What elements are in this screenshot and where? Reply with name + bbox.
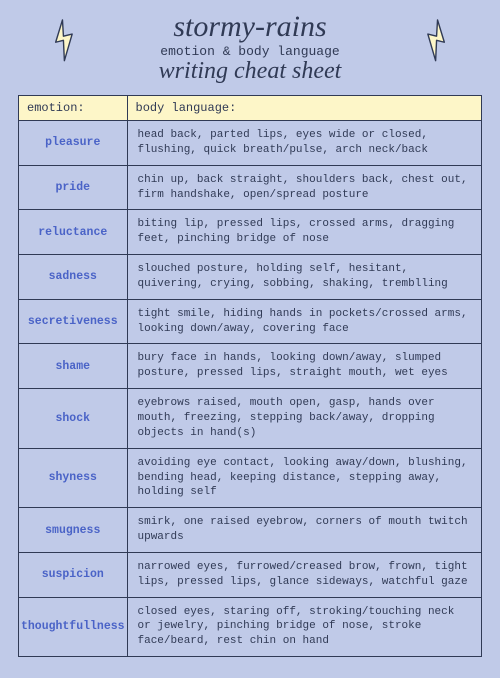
emotion-cell: pleasure	[19, 121, 127, 166]
table-row: shamebury face in hands, looking down/aw…	[19, 344, 481, 389]
table-row: pleasurehead back, parted lips, eyes wid…	[19, 121, 481, 166]
table-row: smugnesssmirk, one raised eyebrow, corne…	[19, 508, 481, 553]
description-cell: tight smile, hiding hands in pockets/cro…	[127, 299, 481, 344]
description-cell: head back, parted lips, eyes wide or clo…	[127, 121, 481, 166]
table-row: shockeyebrows raised, mouth open, gasp, …	[19, 389, 481, 449]
table-row: pridechin up, back straight, shoulders b…	[19, 165, 481, 210]
description-cell: smirk, one raised eyebrow, corners of mo…	[127, 508, 481, 553]
column-header-body-language: body language:	[127, 96, 481, 121]
emotion-cell: shame	[19, 344, 127, 389]
emotion-cell: reluctance	[19, 210, 127, 255]
description-cell: slouched posture, holding self, hesitant…	[127, 255, 481, 300]
description-cell: narrowed eyes, furrowed/creased brow, fr…	[127, 552, 481, 597]
table-row: suspicionnarrowed eyes, furrowed/creased…	[19, 552, 481, 597]
table-row: reluctancebiting lip, pressed lips, cros…	[19, 210, 481, 255]
emotion-cell: secretiveness	[19, 299, 127, 344]
emotion-cell: pride	[19, 165, 127, 210]
header: stormy-rains emotion & body language wri…	[0, 0, 500, 91]
emotion-cell: shyness	[19, 448, 127, 508]
description-cell: biting lip, pressed lips, crossed arms, …	[127, 210, 481, 255]
emotion-cell: sadness	[19, 255, 127, 300]
description-cell: closed eyes, staring off, stroking/touch…	[127, 597, 481, 656]
description-cell: avoiding eye contact, looking away/down,…	[127, 448, 481, 508]
description-cell: bury face in hands, looking down/away, s…	[127, 344, 481, 389]
table-row: shynessavoiding eye contact, looking awa…	[19, 448, 481, 508]
column-header-emotion: emotion:	[19, 96, 127, 121]
emotion-cell: smugness	[19, 508, 127, 553]
emotion-cell: suspicion	[19, 552, 127, 597]
table-row: sadnessslouched posture, holding self, h…	[19, 255, 481, 300]
emotion-cell: shock	[19, 389, 127, 449]
table-row: secretivenesstight smile, hiding hands i…	[19, 299, 481, 344]
cheat-sheet-table: emotion: body language: pleasurehead bac…	[18, 95, 482, 657]
description-cell: chin up, back straight, shoulders back, …	[127, 165, 481, 210]
description-cell: eyebrows raised, mouth open, gasp, hands…	[127, 389, 481, 449]
table-row: thoughtfullnessclosed eyes, staring off,…	[19, 597, 481, 656]
emotion-cell: thoughtfullness	[19, 597, 127, 656]
